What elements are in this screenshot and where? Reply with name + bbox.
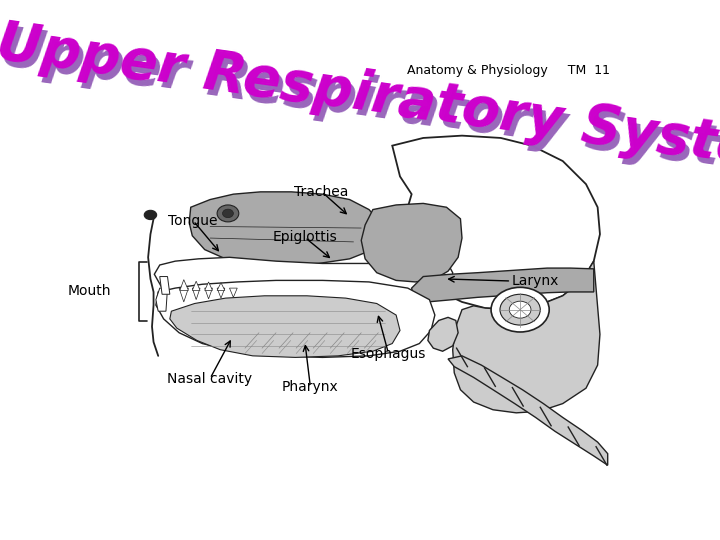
Text: Pharynx: Pharynx [282,380,339,394]
Text: Epiglottis: Epiglottis [272,231,337,245]
Polygon shape [453,261,600,413]
Polygon shape [204,282,212,291]
Text: Nasal cavity: Nasal cavity [168,372,253,386]
Polygon shape [412,268,594,302]
Polygon shape [192,288,200,300]
Polygon shape [170,296,400,357]
Polygon shape [361,204,462,282]
Ellipse shape [144,211,157,220]
Polygon shape [154,256,453,307]
Polygon shape [217,288,225,298]
Ellipse shape [509,301,531,318]
Polygon shape [448,356,608,465]
Ellipse shape [500,294,540,325]
Polygon shape [160,276,170,294]
Polygon shape [204,288,212,299]
Text: Anatomy & Physiology     TM  11: Anatomy & Physiology TM 11 [407,64,610,77]
Ellipse shape [217,205,239,222]
Polygon shape [217,283,225,291]
Text: Upper Respiratory System: Upper Respiratory System [0,16,720,184]
Polygon shape [156,288,168,311]
Text: Mouth: Mouth [68,285,111,299]
Text: Trachea: Trachea [294,185,348,199]
Polygon shape [230,288,238,298]
Ellipse shape [222,209,233,218]
Polygon shape [179,288,189,302]
Text: Upper Respiratory System: Upper Respiratory System [0,23,720,191]
Polygon shape [192,281,200,291]
Polygon shape [428,318,458,351]
Polygon shape [180,280,189,291]
Text: Larynx: Larynx [511,274,559,288]
Text: Tongue: Tongue [168,214,218,228]
Polygon shape [189,192,381,265]
Ellipse shape [491,287,549,332]
Polygon shape [156,280,435,357]
Polygon shape [392,136,600,309]
Text: Esophagus: Esophagus [351,347,426,361]
